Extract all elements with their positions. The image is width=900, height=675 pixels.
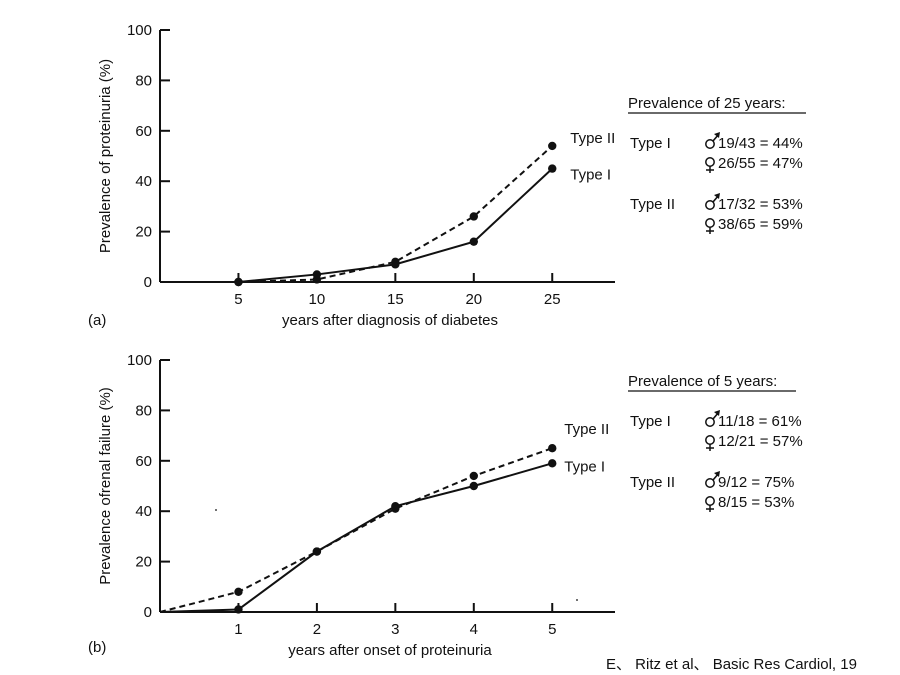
male-symbol-arrowhead <box>714 410 720 416</box>
female-symbol-icon <box>705 435 715 445</box>
y-tick-label: 60 <box>135 123 152 140</box>
male-symbol-icon <box>705 200 715 210</box>
series-label: Type II <box>570 130 615 147</box>
data-point <box>548 141 557 151</box>
data-point <box>469 471 478 481</box>
female-symbol-icon <box>705 496 715 506</box>
y-tick-label: 0 <box>144 274 152 291</box>
panel-label: (b) <box>88 639 106 656</box>
male-symbol-icon <box>705 478 715 488</box>
x-tick-label: 25 <box>544 291 561 308</box>
data-point <box>312 270 322 279</box>
y-tick-label: 40 <box>135 503 152 520</box>
y-tick-label: 20 <box>135 554 152 571</box>
data-point <box>234 605 243 614</box>
y-tick-label: 40 <box>135 173 152 190</box>
x-tick-label: 5 <box>234 291 242 308</box>
male-ratio: 19/43 = 44% <box>718 135 803 152</box>
male-ratio: 9/12 = 75% <box>718 474 794 491</box>
x-tick-label: 1 <box>234 621 242 638</box>
y-axis-label: Prevalence of proteinuria (%) <box>97 59 114 253</box>
prevalence-type: Type I <box>630 135 671 152</box>
y-tick-label: 80 <box>135 72 152 89</box>
prevalence-type: Type II <box>630 474 675 491</box>
y-tick-label: 20 <box>135 224 152 241</box>
male-ratio: 11/18 = 61% <box>718 413 802 430</box>
y-tick-label: 0 <box>144 604 152 621</box>
x-tick-label: 2 <box>313 621 321 638</box>
data-point <box>548 459 557 468</box>
x-axis-label: years after diagnosis of diabetes <box>282 312 498 329</box>
female-ratio: 26/55 = 47% <box>718 155 803 172</box>
series-line-type-i <box>159 462 553 613</box>
data-point <box>391 501 400 511</box>
x-tick-label: 15 <box>387 291 404 308</box>
series-line-type-ii <box>160 145 553 283</box>
data-point <box>469 481 478 491</box>
prevalence-type: Type I <box>630 413 671 430</box>
y-tick-label: 100 <box>127 22 152 39</box>
x-tick-label: 20 <box>465 291 482 308</box>
scan-speck <box>576 599 578 601</box>
series-label: Type I <box>564 458 605 475</box>
y-tick-label: 100 <box>127 352 152 369</box>
prevalence-heading: Prevalence of 5 years: <box>628 373 777 390</box>
data-point <box>234 277 243 287</box>
x-axis-label: years after onset of proteinuria <box>288 642 492 659</box>
male-ratio: 17/32 = 53% <box>718 196 803 213</box>
data-point <box>548 444 557 453</box>
series-label: Type II <box>564 421 609 438</box>
male-symbol-icon <box>705 139 715 149</box>
series-line-type-ii <box>159 447 553 613</box>
series-label: Type I <box>570 167 611 184</box>
female-symbol-icon <box>705 218 715 228</box>
scan-speck <box>215 509 217 511</box>
data-point <box>391 260 400 269</box>
y-axis-label: Prevalence ofrenal failure (%) <box>97 387 114 585</box>
data-point <box>234 587 243 597</box>
male-symbol-arrowhead <box>714 471 720 477</box>
data-point <box>312 547 322 556</box>
panel-label: (a) <box>88 312 106 329</box>
series-line-type-i <box>160 167 553 283</box>
prevalence-type: Type II <box>630 196 675 213</box>
female-ratio: 38/65 = 59% <box>718 216 803 233</box>
data-point <box>469 212 478 221</box>
male-symbol-arrowhead <box>714 193 720 199</box>
x-tick-label: 4 <box>470 621 478 638</box>
female-ratio: 12/21 = 57% <box>718 433 803 450</box>
x-tick-label: 5 <box>548 621 556 638</box>
female-symbol-icon <box>705 157 715 167</box>
data-point <box>469 237 478 246</box>
female-ratio: 8/15 = 53% <box>718 494 794 511</box>
y-tick-label: 60 <box>135 453 152 470</box>
citation-text: E、 Ritz et al、 Basic Res Cardiol, 19 <box>606 656 857 673</box>
prevalence-heading: Prevalence of 25 years: <box>628 95 786 112</box>
x-tick-label: 3 <box>391 621 399 638</box>
male-symbol-arrowhead <box>714 132 720 138</box>
male-symbol-icon <box>705 417 715 427</box>
data-point <box>548 164 557 173</box>
x-tick-label: 10 <box>309 291 326 308</box>
y-tick-label: 80 <box>135 402 152 419</box>
